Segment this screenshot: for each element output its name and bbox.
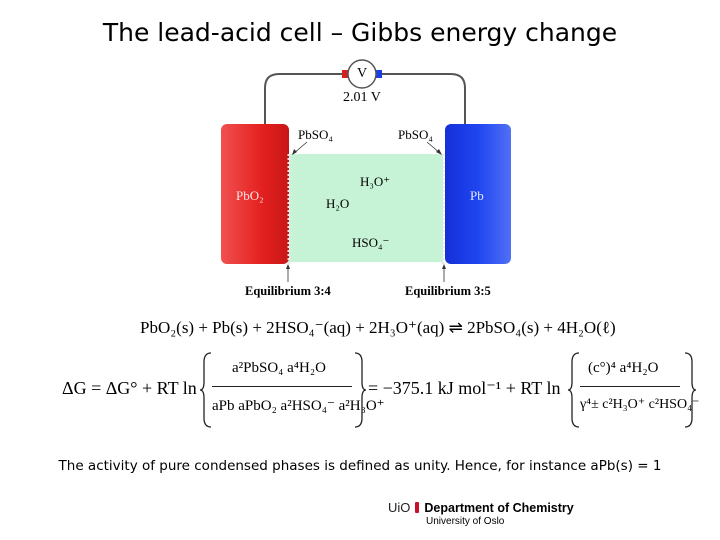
right-equilibrium-label: Equilibrium 3:5 (405, 284, 491, 298)
voltmeter-label: V (357, 66, 368, 81)
gibbs-middle: = −375.1 kJ mol⁻¹ + RT ln (368, 378, 561, 398)
wire-left (264, 73, 343, 126)
gibbs-denominator: aPb aPbO₂ a²HSO₄⁻ a²H₃O⁺ (212, 398, 385, 414)
footer: UiO Department of Chemistry University o… (388, 500, 574, 527)
university-name: University of Oslo (426, 516, 505, 527)
gibbs-fraction-bar (212, 386, 352, 387)
activity-note: The activity of pure condensed phases is… (58, 458, 662, 474)
slide-title: The lead-acid cell – Gibbs energy change (102, 18, 618, 47)
left-product-label: PbSO₄ (298, 127, 333, 142)
gibbs-bracket-left-2 (568, 352, 580, 428)
uio-logo-mark (415, 502, 420, 513)
gibbs-right-denominator: γ⁴± c²H₃O⁺ c²HSO₄⁻ (580, 397, 700, 412)
gibbs-right-numerator: (c°)⁴ a⁴H₂O (588, 360, 659, 376)
pbo2-electrode (221, 124, 289, 264)
species-h2o-label: H₂O (326, 196, 350, 211)
pb-label: Pb (470, 188, 484, 203)
voltmeter (347, 59, 377, 89)
gibbs-right-fraction-bar (580, 386, 680, 387)
species-h3o-label: H₃O⁺ (360, 174, 391, 189)
voltage-label: 2.01 V (343, 90, 381, 105)
uio-logo: UiO (388, 500, 411, 515)
gibbs-bracket-right (354, 352, 366, 428)
gibbs-lhs: ΔG = ΔG° + RT ln (62, 378, 197, 398)
terminal-negative (376, 70, 382, 78)
gibbs-bracket-left (200, 352, 212, 428)
terminal-positive (342, 70, 348, 78)
left-equilibrium-label: Equilibrium 3:4 (245, 284, 331, 298)
pb-electrode (445, 124, 511, 264)
pbo2-label: PbO₂ (236, 188, 264, 203)
electrolyte (287, 154, 443, 262)
reaction-equation: PbO₂(s) + Pb(s) + 2HSO₄⁻(aq) + 2H₃O⁺(aq)… (140, 318, 616, 337)
gibbs-bracket-right-2 (684, 352, 696, 428)
right-product-label: PbSO₄ (398, 127, 433, 142)
lead-acid-cell-diagram (221, 59, 511, 282)
gibbs-numerator: a²PbSO₄ a⁴H₂O (232, 360, 326, 376)
wire-right (381, 73, 466, 126)
department-name: Department of Chemistry (424, 500, 574, 515)
species-hso4-label: HSO₄⁻ (352, 235, 390, 250)
